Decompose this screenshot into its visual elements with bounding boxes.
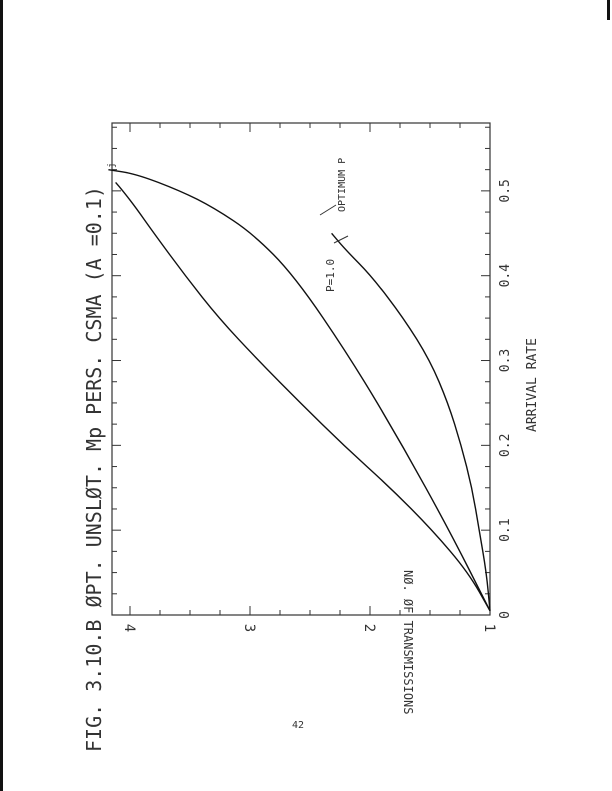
figure-title-text: FIG. 3.10.B ØPT. UNSLØT. Mp PERS. CSMA (… (82, 186, 106, 752)
x-tick-label: 0.4 (498, 264, 513, 288)
figure-title-subscript: j (107, 163, 117, 168)
y-tick-label: 4 (121, 624, 137, 632)
x-tick-label: 0.3 (498, 349, 513, 372)
annotation-p-1-0: P=1.0 (324, 235, 349, 292)
page-number: 42 (292, 720, 304, 731)
figure-title: FIG. 3.10.B ØPT. UNSLØT. Mp PERS. CSMA (… (82, 163, 117, 752)
tick-labels: 0 0.1 0.2 0.3 0.4 0.5 1 2 3 4 (121, 179, 513, 632)
x-tick-label: 0.1 (498, 518, 513, 541)
y-axis-title: NØ. ØF TRANSMISSIONS (401, 570, 415, 715)
series-line-1 (115, 181, 491, 612)
scan-edge-left (0, 0, 3, 791)
label-optimum-p: OPTIMUM P (337, 158, 348, 212)
x-tick-label: 0.2 (498, 434, 513, 457)
scan-edge-right (607, 0, 610, 20)
series-line-2 (108, 169, 491, 612)
annotation-optimum-p: OPTIMUM P (319, 158, 348, 216)
label-p-1-0: P=1.0 (324, 259, 337, 292)
leader-optimum-p (319, 204, 337, 216)
x-tick-label: 0.5 (498, 179, 513, 202)
data-curves (108, 169, 491, 612)
series-line-0 (331, 232, 491, 611)
y-tick-label: 3 (241, 624, 257, 632)
plot-frame (111, 122, 491, 616)
leader-p-1-0 (333, 235, 349, 244)
x-tick-label: 0 (498, 611, 513, 619)
x-axis-title: ARRIVAL RATE (525, 338, 540, 432)
y-tick-label: 2 (361, 624, 377, 632)
tick-marks (112, 123, 491, 616)
y-tick-label: 1 (481, 624, 497, 632)
